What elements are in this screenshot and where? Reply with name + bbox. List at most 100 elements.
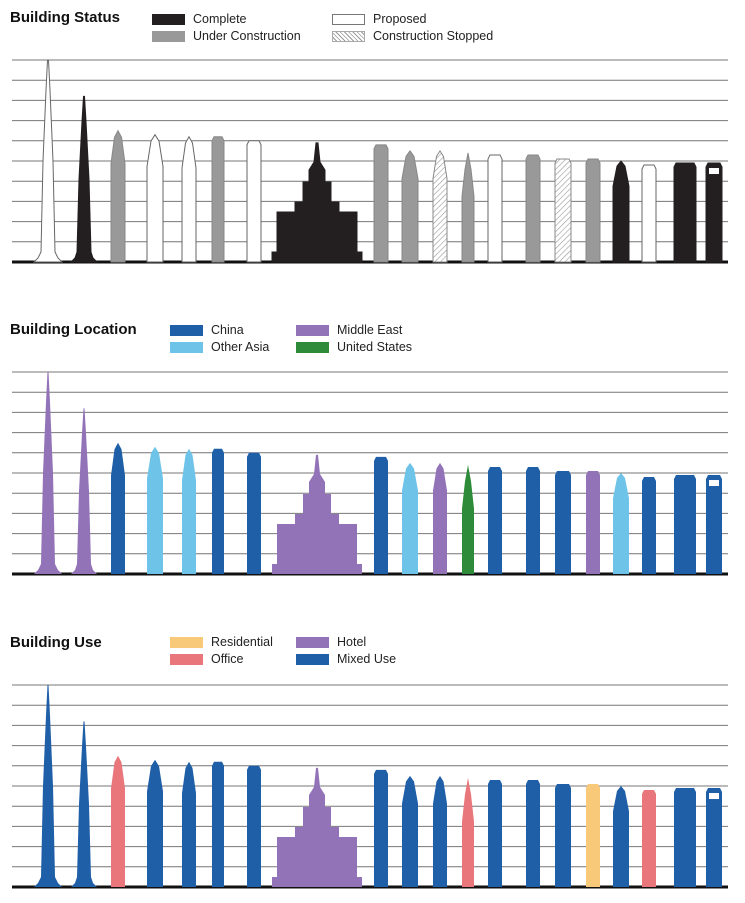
tower-bar (271, 142, 363, 263)
tower-bar (34, 685, 62, 887)
location-title: Building Location (10, 321, 137, 338)
legend-proposed: Proposed (332, 12, 427, 26)
swatch-construction-stopped (332, 30, 365, 42)
tower-bar (110, 129, 126, 263)
tower-bar (181, 135, 197, 263)
legend-under-construction: Under Construction (152, 29, 301, 43)
tower-bar (247, 452, 261, 574)
legend-office: Office (170, 652, 243, 666)
legend-hotel-label: Hotel (337, 635, 367, 649)
legend-construction-stopped: Construction Stopped (332, 29, 493, 43)
swatch-china (170, 324, 203, 336)
tower-bar (182, 448, 196, 574)
legend-china: China (170, 323, 244, 337)
legend-residential: Residential (170, 635, 273, 649)
tower-bar (146, 133, 164, 263)
tower-bar (674, 475, 696, 574)
tower-bar (402, 775, 418, 887)
tower-window (709, 793, 719, 800)
tower-bar (32, 59, 64, 263)
tower-bar (554, 158, 572, 263)
legend-mixed-use: Mixed Use (296, 652, 396, 666)
legend-middle-east-label: Middle East (337, 323, 403, 337)
swatch-other-asia (170, 341, 203, 353)
tower-bar (613, 786, 629, 887)
legend-office-label: Office (211, 652, 244, 666)
tower-bar (111, 442, 125, 574)
legend-complete-label: Complete (193, 12, 247, 26)
swatch-office (170, 653, 203, 665)
legend-united-states-label: United States (337, 340, 413, 354)
tower-window (709, 168, 719, 175)
tower-bar (612, 160, 630, 263)
use-chart (12, 684, 728, 889)
tower-bar (212, 761, 224, 887)
location-chart (12, 371, 728, 576)
legend-united-states: United States (296, 340, 412, 354)
tower-bar (586, 470, 600, 574)
tower-bar (433, 775, 447, 887)
tower-bar (71, 408, 97, 574)
tower-bar (706, 475, 722, 574)
swatch-middle-east (296, 324, 329, 336)
swatch-united-states (296, 341, 329, 353)
swatch-under-construction (152, 30, 185, 42)
tower-bar (706, 788, 722, 887)
legend-hotel: Hotel (296, 635, 366, 649)
legend-china-label: China (211, 323, 244, 337)
legend-mixed-use-label: Mixed Use (337, 652, 397, 666)
tower-bar (182, 761, 196, 887)
tower-bar (642, 477, 656, 574)
tower-bar (374, 769, 388, 887)
tower-bar (555, 470, 571, 574)
tower-bar (111, 755, 125, 887)
tower-bar (586, 783, 600, 887)
tower-bar (402, 462, 418, 574)
legend-other-asia: Other Asia (170, 340, 269, 354)
tower-bar (674, 788, 696, 887)
tower-bar (147, 759, 163, 887)
swatch-proposed (332, 13, 365, 25)
tower-bar (272, 454, 362, 574)
tower-bar (673, 162, 697, 263)
tower-bar (247, 765, 261, 887)
tower-bar (461, 152, 475, 263)
tower-bar (462, 777, 474, 887)
tower-bar (211, 136, 225, 263)
tower-bar (526, 466, 540, 574)
status-chart (12, 59, 728, 264)
swatch-complete (152, 13, 185, 25)
tower-bar (585, 158, 601, 263)
tower-bar (374, 456, 388, 574)
tower-bar (613, 473, 629, 574)
tower-bar (212, 448, 224, 574)
swatch-residential (170, 636, 203, 648)
tower-bar (147, 446, 163, 574)
tower-bar (34, 372, 62, 574)
legend-middle-east: Middle East (296, 323, 402, 337)
use-title: Building Use (10, 634, 102, 651)
tower-bar (555, 783, 571, 887)
legend-construction-stopped-label: Construction Stopped (373, 29, 494, 43)
legend-under-construction-label: Under Construction (193, 29, 301, 43)
tower-bar (71, 721, 97, 887)
legend-proposed-label: Proposed (373, 12, 427, 26)
tower-bar (401, 150, 419, 263)
legend-complete: Complete (152, 12, 247, 26)
tower-bar (487, 154, 503, 263)
tower-bar (462, 464, 474, 574)
tower-bar (488, 779, 502, 887)
tower-bar (488, 466, 502, 574)
tower-bar (525, 154, 541, 263)
tower-bar (641, 164, 657, 263)
tower-bar (272, 767, 362, 887)
legend-residential-label: Residential (211, 635, 273, 649)
tower-bar (246, 140, 262, 263)
legend-other-asia-label: Other Asia (211, 340, 270, 354)
tower-bar (69, 95, 99, 263)
status-title: Building Status (10, 9, 120, 26)
tower-window (709, 480, 719, 487)
swatch-hotel (296, 636, 329, 648)
tower-bar (705, 162, 723, 263)
tower-bar (373, 144, 389, 263)
